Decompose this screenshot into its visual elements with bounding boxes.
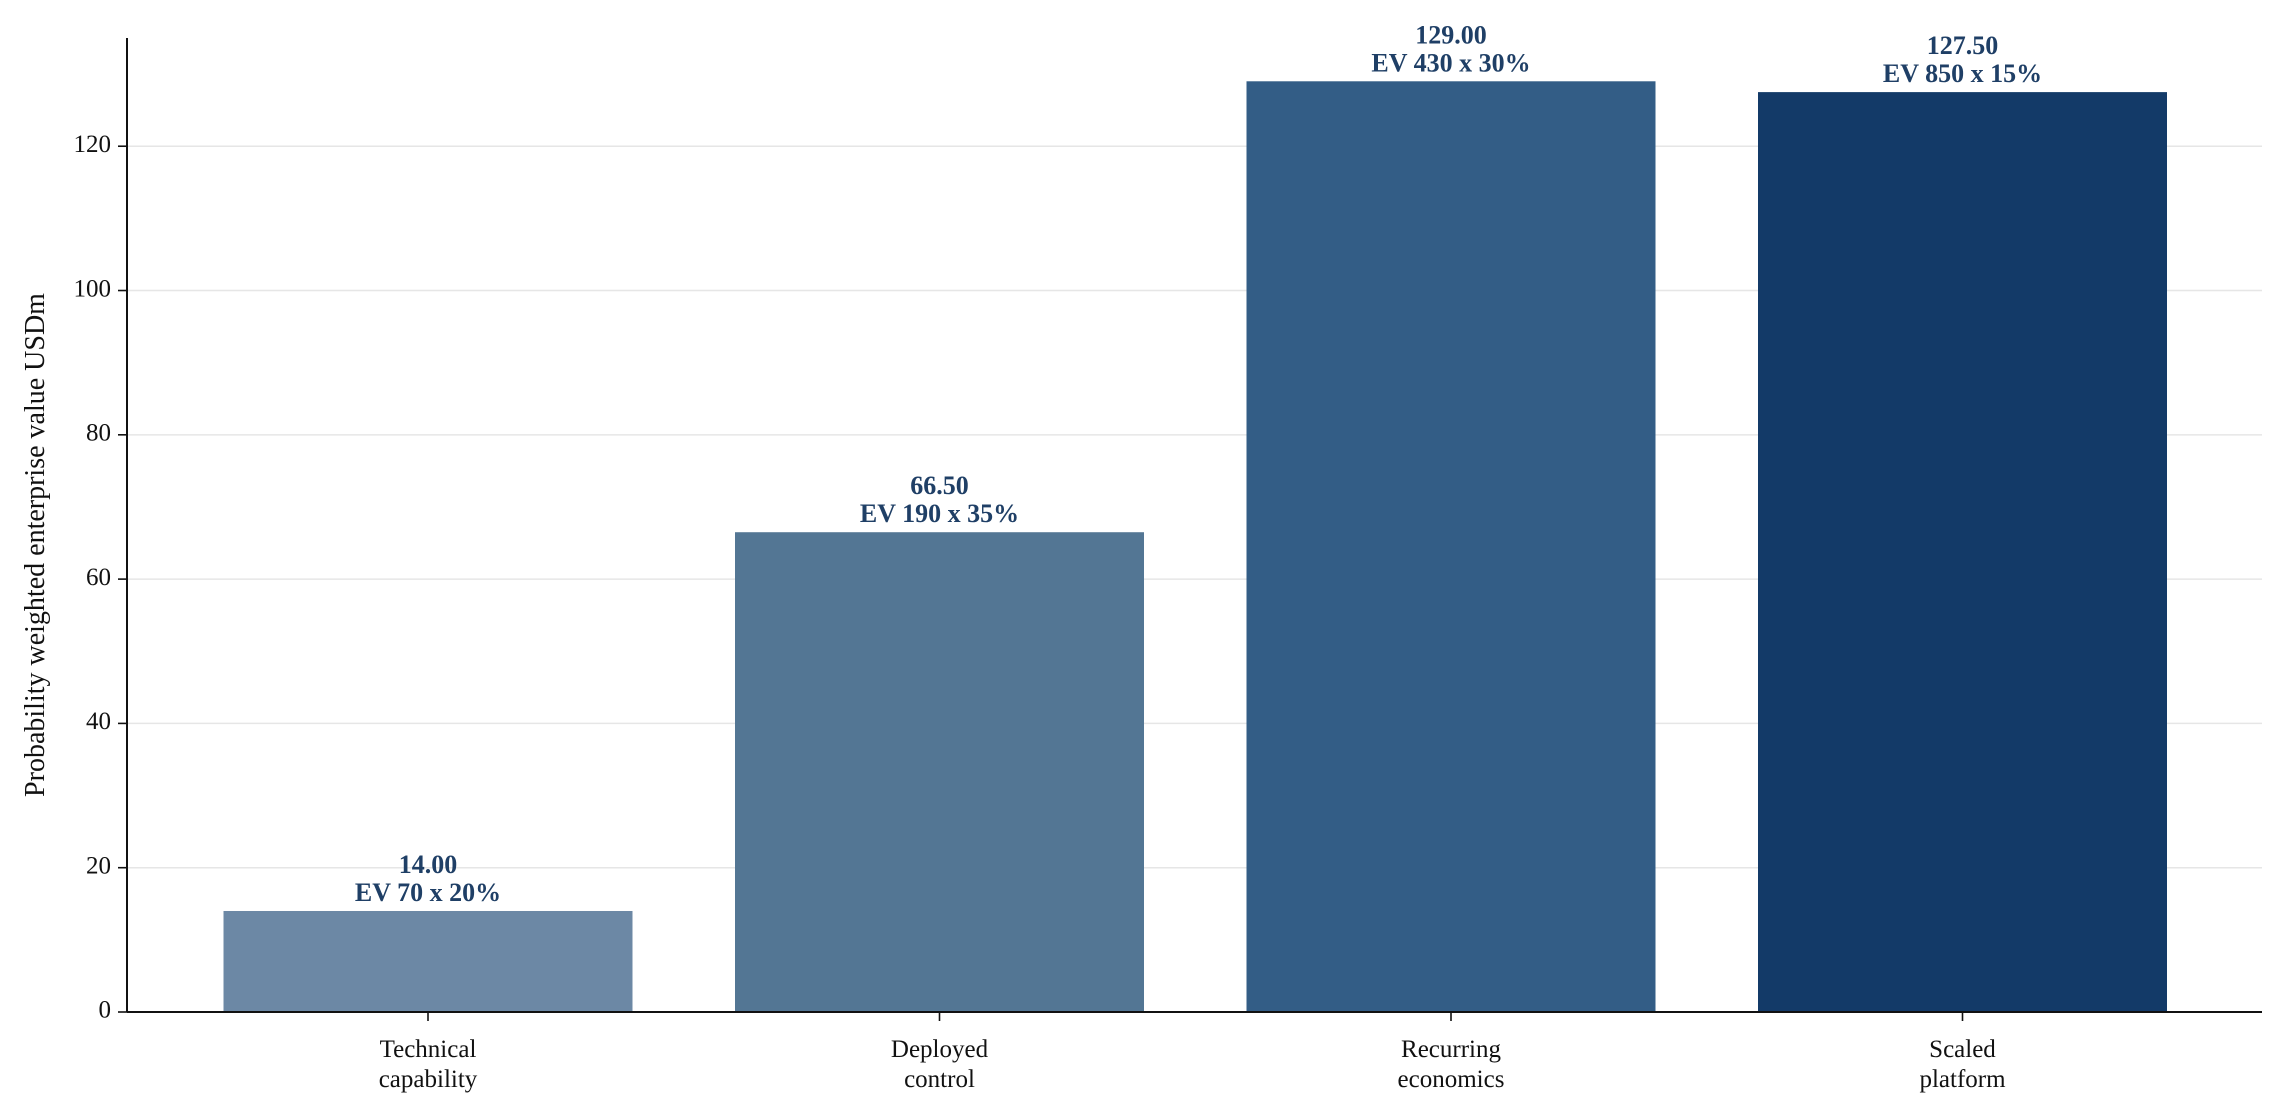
x-ticks: Technical capability Deployed control Recurr…	[379, 1012, 2006, 1093]
y-tick-label: 60	[86, 564, 111, 591]
bar	[1246, 81, 1656, 1013]
x-tick-label: Recurring	[1401, 1036, 1501, 1063]
x-tick-label: Scaled	[1929, 1036, 1996, 1063]
y-tick-label: 100	[74, 275, 112, 302]
y-ticks: 0 20 40 60 80 100 120	[74, 131, 127, 1024]
bar-annotation-label: EV 70 x 20%	[355, 878, 501, 907]
x-tick-label: capability	[379, 1066, 478, 1093]
x-tick-label: platform	[1919, 1066, 2006, 1093]
bar-value-label: 14.00	[399, 850, 458, 879]
axes	[126, 38, 2262, 1013]
bars	[223, 81, 2167, 1013]
y-tick-label: 20	[86, 852, 111, 879]
x-tick-label: economics	[1398, 1066, 1505, 1093]
bar	[1758, 92, 2167, 1013]
y-axis-title: Probability weighted enterprise value US…	[20, 293, 51, 797]
x-tick-label: Technical	[380, 1036, 477, 1063]
bar-annotation-label: EV 430 x 30%	[1371, 48, 1530, 77]
y-tick-label: 120	[74, 131, 112, 158]
bar-value-label: 129.00	[1415, 20, 1487, 49]
bar-annotation-label: EV 190 x 35%	[860, 499, 1019, 528]
bar	[223, 910, 633, 1012]
bar-annotation-label: EV 850 x 15%	[1883, 59, 2042, 88]
bar	[735, 532, 1144, 1012]
y-tick-label: 0	[99, 997, 112, 1024]
x-tick-label: control	[904, 1066, 975, 1093]
y-tick-label: 80	[86, 420, 111, 447]
y-tick-label: 40	[86, 708, 111, 735]
bar-value-label: 66.50	[910, 471, 969, 500]
x-tick-label: Deployed	[891, 1036, 989, 1063]
bar-value-label: 127.50	[1927, 31, 1999, 60]
